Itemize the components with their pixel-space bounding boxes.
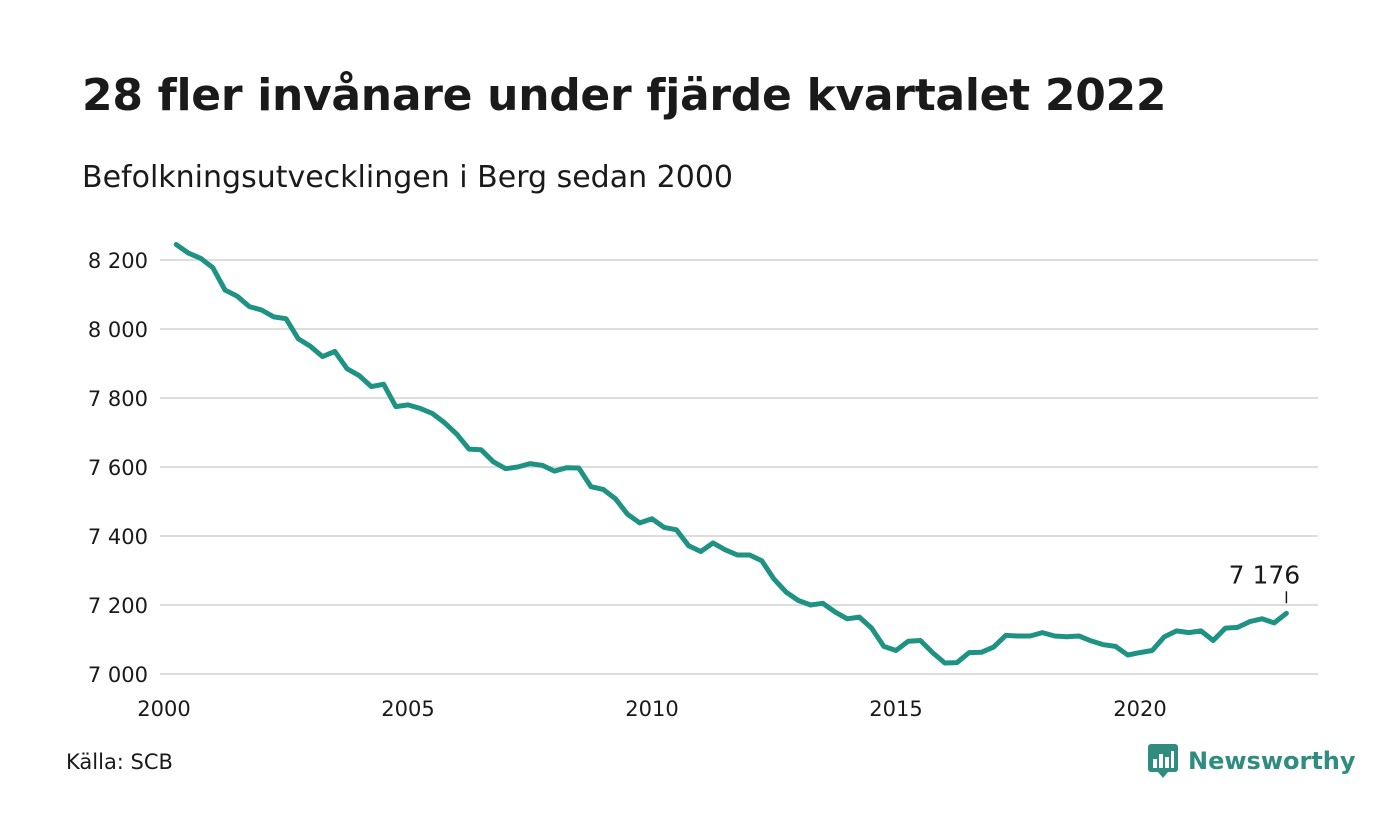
last-value-label: 7 176 (1229, 560, 1301, 589)
grid-lines (160, 259, 1318, 675)
x-tick-label: 2015 (869, 697, 922, 721)
y-tick-label: 8 000 (88, 318, 148, 342)
x-tick-label: 2020 (1113, 697, 1166, 721)
annotation-layer: 7 176 (1229, 560, 1301, 604)
y-tick-label: 7 800 (88, 387, 148, 411)
x-tick-label: 2005 (381, 697, 434, 721)
y-tick-label: 7 600 (88, 456, 148, 480)
y-axis: 7 000 7 200 7 400 7 600 7 800 8 000 8 200 (88, 249, 148, 687)
y-tick-label: 8 200 (88, 249, 148, 273)
source-note: Källa: SCB (66, 750, 173, 774)
chart-subtitle: Befolkningsutvecklingen i Berg sedan 200… (82, 160, 733, 195)
series-line (173, 242, 1289, 666)
brand-logo[interactable]: Newsworthy (1148, 744, 1356, 778)
y-tick-label: 7 000 (88, 663, 148, 687)
newsworthy-logo-icon (1148, 744, 1178, 778)
series-layer (173, 242, 1289, 666)
y-tick-label: 7 400 (88, 525, 148, 549)
y-tick-label: 7 200 (88, 594, 148, 618)
brand-name: Newsworthy (1188, 747, 1356, 775)
x-tick-label: 2000 (137, 697, 190, 721)
chart-title: 28 fler invånare under fjärde kvartalet … (82, 70, 1167, 121)
x-tick-label: 2010 (625, 697, 678, 721)
x-axis: 2000 2005 2010 2015 2020 (137, 697, 1166, 721)
